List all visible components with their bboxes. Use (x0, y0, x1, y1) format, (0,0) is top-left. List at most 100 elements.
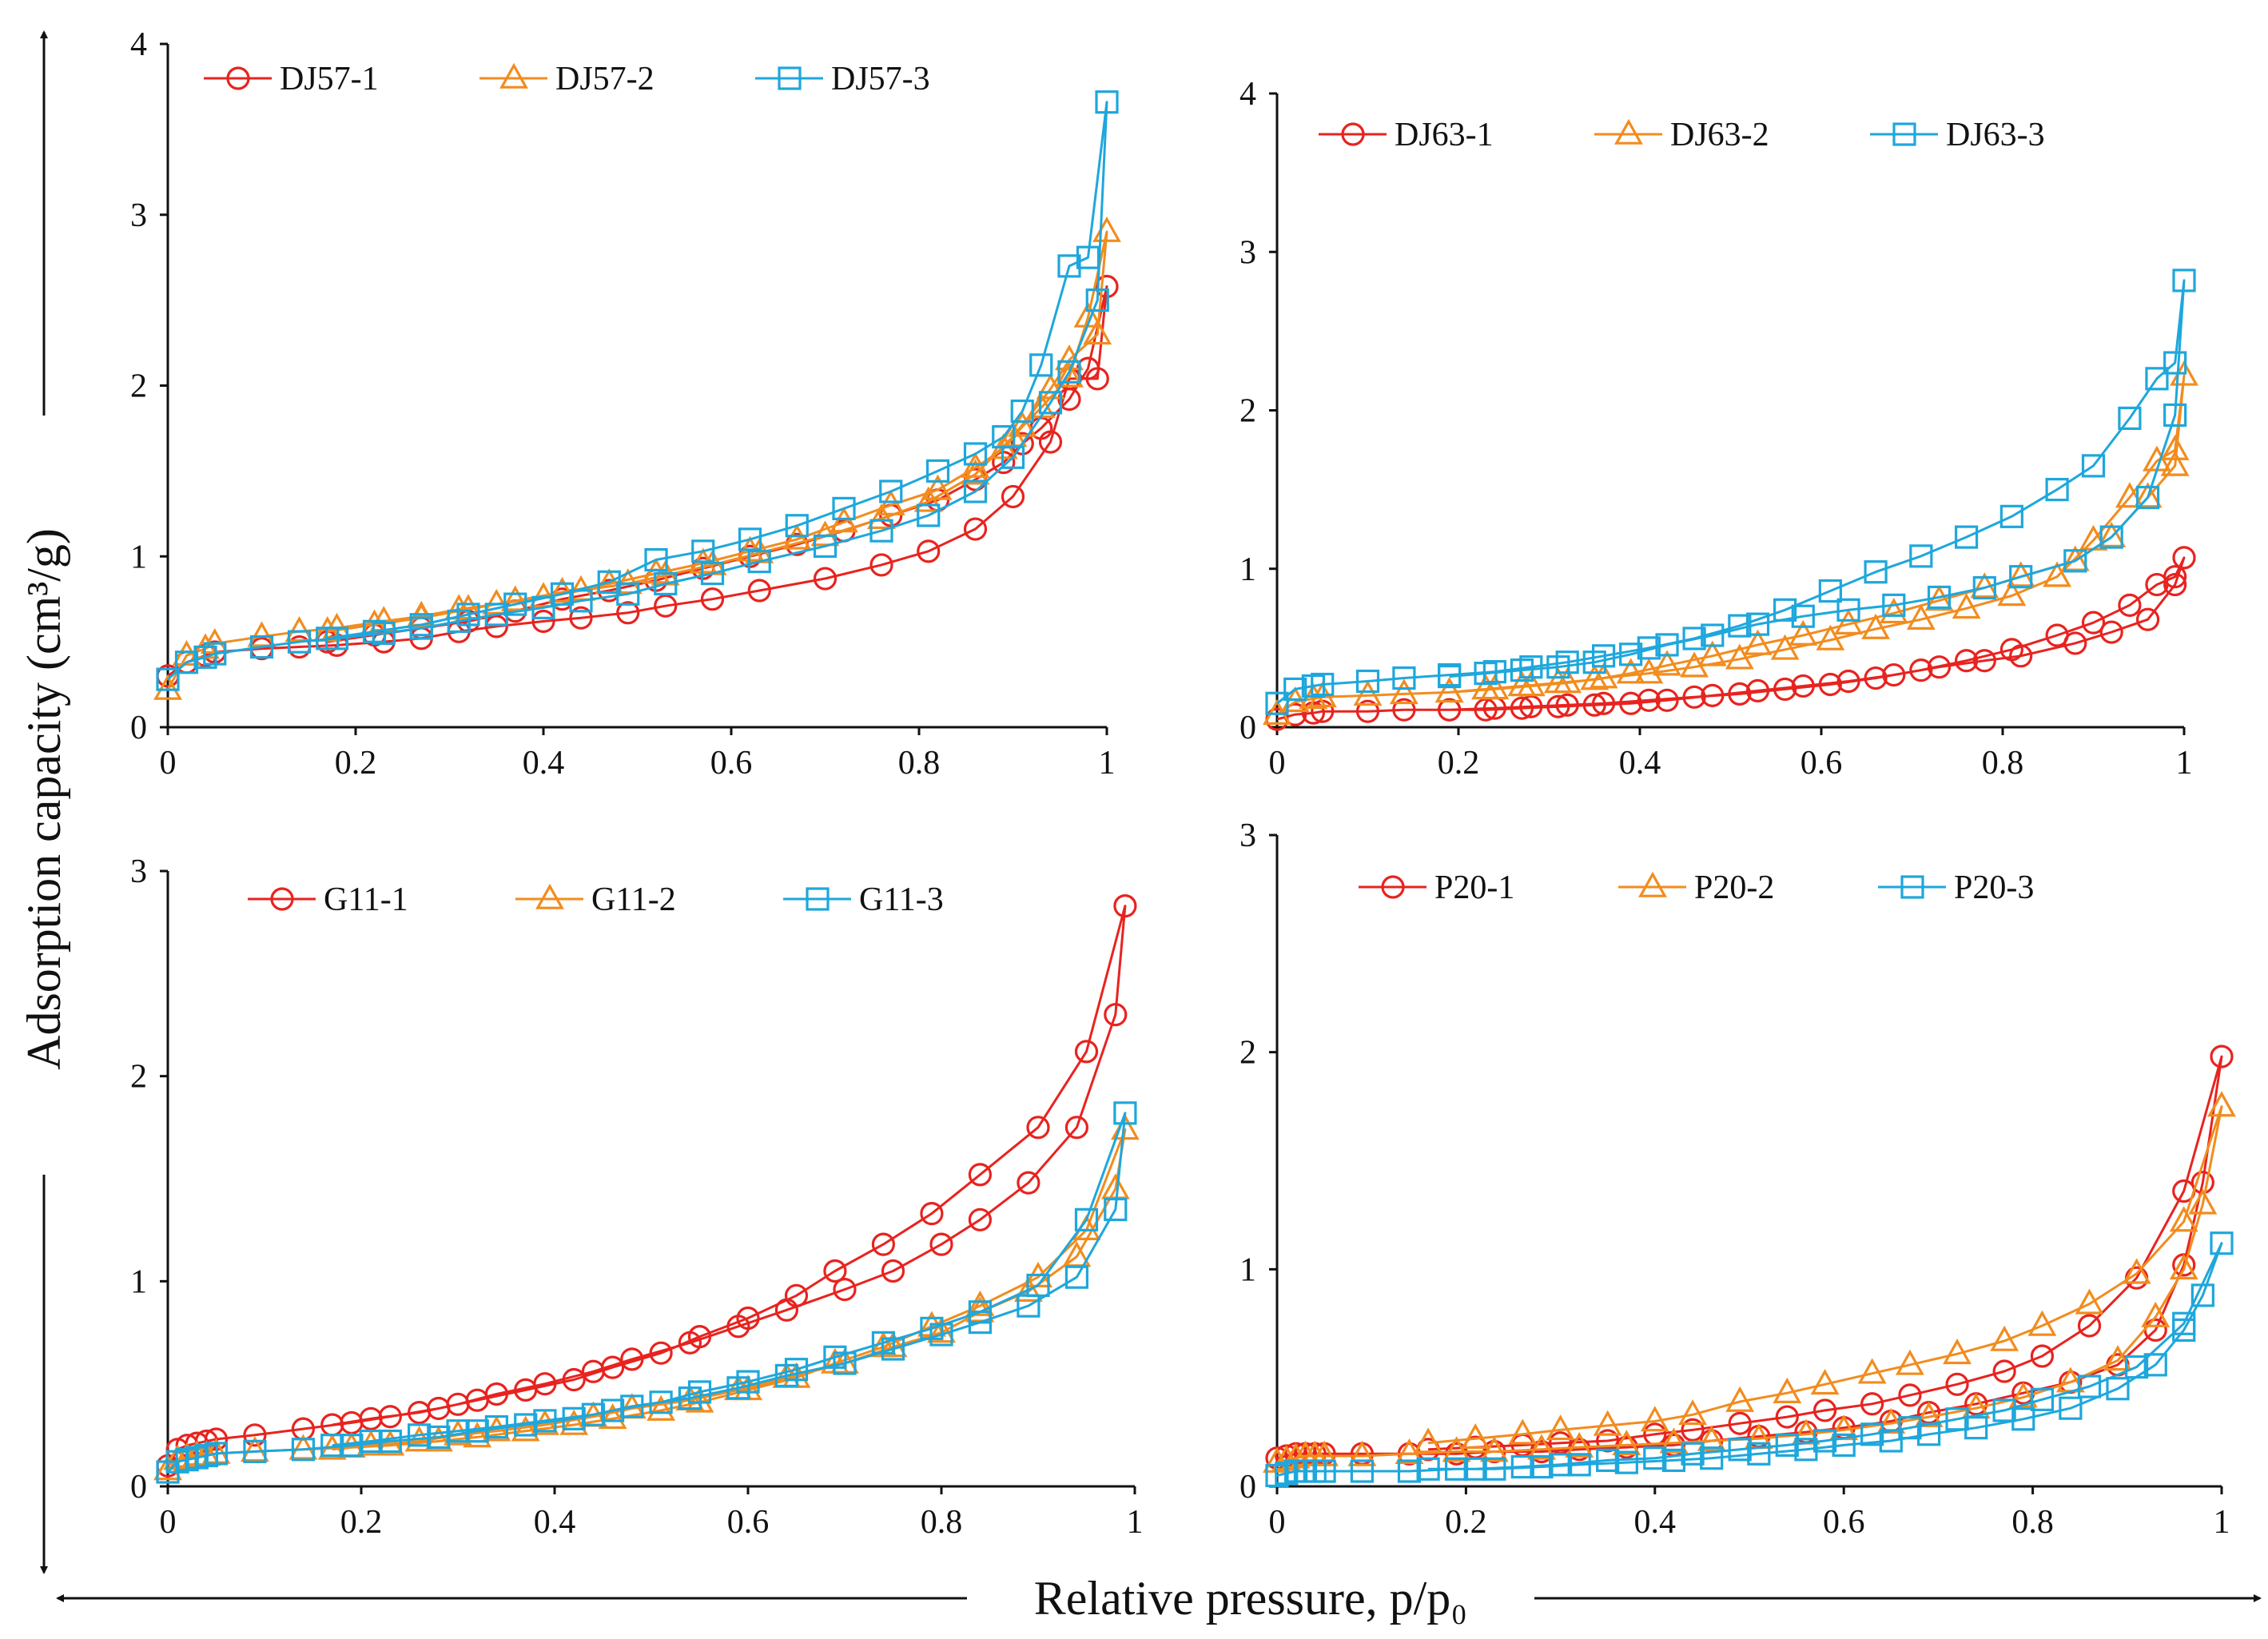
data-point (925, 459, 950, 483)
data-point (1661, 1448, 1686, 1473)
data-point (1530, 1454, 1554, 1479)
legend-label: P20-3 (1954, 869, 2034, 906)
data-point (1964, 1416, 1988, 1440)
data-point (2160, 450, 2190, 476)
data-point (569, 589, 593, 613)
data-point (1565, 1431, 1594, 1458)
data-point (1614, 1450, 1638, 1474)
data-point (1312, 1459, 1336, 1483)
x-tick-label: 0.6 (727, 1504, 770, 1541)
data-point (726, 1315, 750, 1339)
legend-marker (535, 883, 564, 909)
data-point (569, 606, 593, 630)
legend-marker (1341, 122, 1365, 146)
data-point (1775, 1405, 1799, 1429)
legend-label: P20-2 (1694, 869, 1774, 906)
data-point (961, 459, 990, 485)
x-axis-title: Relative pressure, p/p₀ (1034, 1572, 1467, 1625)
data-point (1347, 1440, 1377, 1466)
panel-bottom-left: 0 0.2 0.4 0.6 0.8 1 0 1 2 3 G11-1 G11-2 G11-3 (130, 853, 1144, 1541)
x-tick-label: 0 (1269, 745, 1286, 782)
data-point (1857, 1358, 1887, 1384)
data-point (1555, 693, 1579, 717)
y-tick-label: 2 (1239, 393, 1256, 430)
data-point (2133, 482, 2163, 508)
data-point (1555, 650, 1579, 674)
data-point (2163, 572, 2187, 597)
data-point (533, 1409, 557, 1433)
data-point (407, 1400, 432, 1425)
data-point (1113, 1101, 1137, 1125)
data-point (1064, 1265, 1089, 1289)
series-line (1276, 374, 2186, 716)
data-point (1482, 660, 1507, 684)
data-point (1001, 484, 1025, 509)
data-point (581, 1359, 606, 1383)
panel-bottom-right: 0 0.2 0.4 0.6 0.8 1 0 1 2 3 P20-1 P20-2 P20-3 (1239, 818, 2236, 1541)
data-point (2043, 561, 2072, 587)
data-point (2210, 1231, 2234, 1255)
data-point (409, 613, 433, 637)
data-point (2059, 1396, 2083, 1420)
data-point (678, 1331, 702, 1355)
data-point (1527, 1434, 1556, 1460)
data-point (1725, 643, 1754, 670)
data-point (923, 474, 953, 500)
data-point (1789, 619, 1818, 646)
data-point (359, 1429, 383, 1454)
data-point (1927, 655, 1952, 679)
x-tick-label: 0.8 (2011, 1504, 2054, 1541)
data-point (340, 1434, 364, 1458)
data-point (1619, 642, 1643, 666)
y-tick-label: 4 (130, 26, 147, 63)
data-point (1770, 634, 1800, 660)
data-point (172, 639, 201, 666)
data-point (678, 1386, 702, 1410)
data-point (1444, 1457, 1469, 1481)
data-point (581, 1402, 606, 1426)
data-point (649, 1341, 673, 1365)
legend-label: P20-1 (1434, 869, 1514, 906)
data-point (2099, 620, 2123, 644)
data-point (533, 1372, 557, 1396)
data-point (685, 1386, 714, 1413)
legend-item: G11-1 (248, 881, 408, 918)
data-point (1591, 644, 1616, 668)
data-point (2115, 482, 2144, 508)
series-DJ63-2 (1263, 360, 2198, 725)
x-tick-label: 1 (2176, 745, 2193, 782)
legend-label: DJ57-3 (831, 61, 930, 97)
data-point (823, 1259, 847, 1283)
data-point (1898, 1383, 1922, 1407)
data-point (1728, 682, 1752, 706)
data-point (1655, 688, 1679, 712)
data-point (774, 1363, 799, 1388)
data-point (1745, 612, 1770, 636)
panel-top-left: 0 0.2 0.4 0.6 0.8 1 0 1 2 3 4 DJ57-1 DJ57-2 DJ57-3 (130, 26, 1121, 782)
data-point (2210, 1044, 2234, 1068)
data-point (782, 523, 812, 550)
data-point (1582, 693, 1606, 717)
data-point (917, 503, 941, 527)
y-tick-label: 1 (1239, 1251, 1256, 1288)
data-point (1546, 1414, 1575, 1441)
data-point (1591, 691, 1616, 715)
data-point (2008, 1382, 2038, 1408)
x-tick-label: 0 (1269, 1504, 1286, 1541)
data-point (1864, 666, 1888, 690)
data-point (2125, 1355, 2149, 1379)
series-line (166, 1112, 1127, 1474)
data-point (1311, 672, 1335, 697)
data-point (1896, 1349, 1924, 1375)
data-point (2077, 1314, 2102, 1338)
legend: DJ57-1 DJ57-2 DJ57-3 (204, 61, 930, 97)
data-point (2172, 546, 2196, 570)
data-point (1701, 683, 1725, 707)
data-point (287, 630, 312, 654)
legend-item: P20-1 (1359, 869, 1514, 906)
data-point (1580, 664, 1609, 690)
data-point (2103, 1345, 2132, 1371)
data-point (531, 595, 555, 619)
data-point (2172, 1311, 2196, 1335)
y-tick-label: 0 (130, 710, 147, 746)
